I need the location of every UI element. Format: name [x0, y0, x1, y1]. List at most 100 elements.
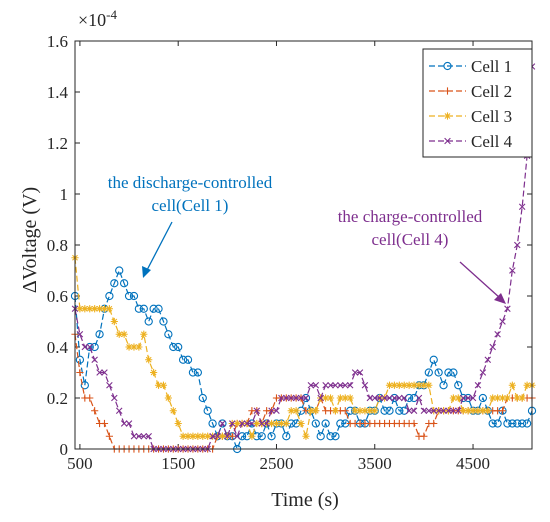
data-point: [513, 394, 521, 402]
data-point-shape: [164, 330, 173, 339]
data-point-shape: [238, 420, 246, 427]
data-point: [400, 394, 408, 402]
data-point-shape: [499, 318, 506, 325]
data-point: [292, 407, 300, 415]
data-point-shape: [415, 394, 423, 402]
y-axis-label: ΔVoltage (V): [19, 187, 41, 293]
annotation-discharge-arrow: [145, 221, 173, 273]
data-point-shape: [297, 394, 305, 402]
legend-label: Cell 3: [471, 107, 512, 126]
data-point: [115, 407, 123, 415]
x-tick-label: 3500: [358, 454, 392, 473]
data-point-shape: [385, 406, 394, 415]
data-point: [258, 420, 265, 427]
data-point-shape: [439, 381, 448, 390]
data-point: [469, 407, 477, 415]
data-point-shape: [464, 394, 472, 402]
data-point-shape: [440, 407, 447, 415]
data-point: [218, 419, 227, 428]
data-point: [321, 419, 330, 428]
data-point-shape: [233, 419, 241, 428]
data-point-shape: [105, 305, 113, 313]
data-point-shape: [292, 407, 300, 415]
data-point: [454, 394, 462, 402]
annotation-charge-line2: cell(Cell 4): [372, 230, 449, 249]
data-point: [498, 394, 507, 402]
annotation-charge-arrowhead: [494, 293, 506, 304]
data-point: [130, 343, 138, 351]
data-point: [429, 355, 438, 364]
data-point: [484, 356, 492, 364]
data-point-shape: [125, 343, 133, 351]
data-point-shape: [391, 394, 398, 402]
data-point-shape: [272, 419, 281, 428]
data-point-shape: [198, 393, 207, 403]
data-point-shape: [518, 419, 527, 428]
data-point: [307, 407, 315, 415]
data-point-shape: [513, 419, 522, 428]
data-point: [337, 381, 344, 389]
data-point: [100, 305, 109, 313]
data-point: [248, 420, 256, 427]
data-point-shape: [81, 343, 89, 351]
legend: Cell 1 Cell 2 Cell 3 Cell 4: [422, 48, 533, 158]
data-point-shape: [119, 279, 129, 288]
data-point: [86, 394, 94, 402]
data-point: [425, 407, 433, 415]
data-point: [140, 432, 148, 440]
data-point: [135, 343, 143, 351]
data-point: [145, 432, 152, 440]
data-point-shape: [76, 330, 84, 338]
data-point: [115, 330, 123, 338]
data-point-shape: [386, 394, 393, 402]
data-point-shape: [307, 407, 315, 415]
data-point: [224, 432, 231, 440]
data-point-shape: [159, 317, 168, 326]
data-point-shape: [464, 407, 472, 415]
data-point: [449, 394, 457, 402]
data-point-shape: [86, 305, 94, 313]
data-point: [91, 407, 99, 415]
data-point: [101, 369, 108, 376]
data-point: [400, 406, 409, 415]
data-point-shape: [454, 394, 462, 402]
data-point: [420, 407, 428, 415]
data-point: [287, 407, 295, 415]
data-point: [95, 305, 104, 313]
data-point-shape: [224, 432, 231, 440]
data-point: [150, 368, 158, 377]
data-point-shape: [233, 432, 241, 440]
data-point-shape: [287, 394, 295, 402]
data-point: [228, 420, 236, 427]
data-point: [189, 432, 197, 440]
data-point: [366, 394, 374, 402]
data-point-shape: [346, 381, 354, 389]
data-point-shape: [317, 394, 324, 402]
data-point: [159, 381, 168, 389]
legend-marker: [444, 137, 451, 145]
data-point: [233, 419, 241, 428]
data-point-shape: [248, 420, 256, 427]
legend-marker-shape: [443, 61, 452, 71]
data-point-shape: [366, 407, 374, 415]
data-point: [193, 368, 202, 377]
data-point: [263, 420, 270, 427]
data-point: [268, 407, 275, 415]
data-point: [503, 394, 512, 402]
data-point-shape: [106, 381, 113, 389]
data-point-shape: [86, 343, 94, 351]
data-point-shape: [420, 381, 428, 389]
data-point-shape: [135, 343, 143, 351]
data-point: [144, 317, 153, 326]
data-point-shape: [322, 394, 330, 402]
data-point-shape: [508, 381, 516, 389]
data-point: [440, 407, 447, 415]
data-point-shape: [390, 381, 399, 389]
data-point-shape: [149, 304, 158, 313]
data-point: [489, 394, 497, 402]
data-point: [400, 381, 408, 389]
data-point: [120, 420, 128, 427]
data-point: [474, 381, 482, 389]
data-point-shape: [503, 394, 512, 402]
